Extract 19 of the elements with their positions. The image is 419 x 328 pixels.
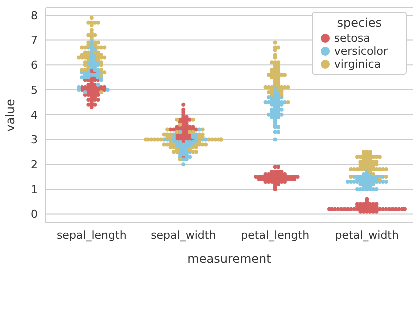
y-tick-label: 2 bbox=[31, 158, 38, 172]
legend-label: setosa bbox=[334, 32, 370, 45]
y-axis-title: value bbox=[3, 99, 18, 132]
y-tick-label: 3 bbox=[31, 134, 38, 147]
y-tick-label: 1 bbox=[31, 183, 38, 196]
legend-title: species bbox=[336, 16, 384, 30]
x-tick-label: petal_width bbox=[335, 228, 399, 242]
legend-label: versicolor bbox=[334, 45, 388, 58]
y-tick-label: 4 bbox=[31, 108, 38, 122]
x-axis-title: measurement bbox=[188, 252, 272, 266]
x-tick-label: sepal_width bbox=[151, 228, 216, 242]
legend-label: virginica bbox=[334, 58, 382, 71]
x-tick-label: petal_length bbox=[241, 228, 310, 242]
y-tick-label: 8 bbox=[31, 9, 38, 22]
x-tick-label: sepal_length bbox=[56, 228, 127, 242]
y-tick-label: 5 bbox=[31, 84, 38, 97]
y-tick-label: 6 bbox=[31, 59, 38, 72]
y-tick-label: 0 bbox=[31, 208, 38, 222]
y-tick-label: 7 bbox=[31, 34, 38, 48]
